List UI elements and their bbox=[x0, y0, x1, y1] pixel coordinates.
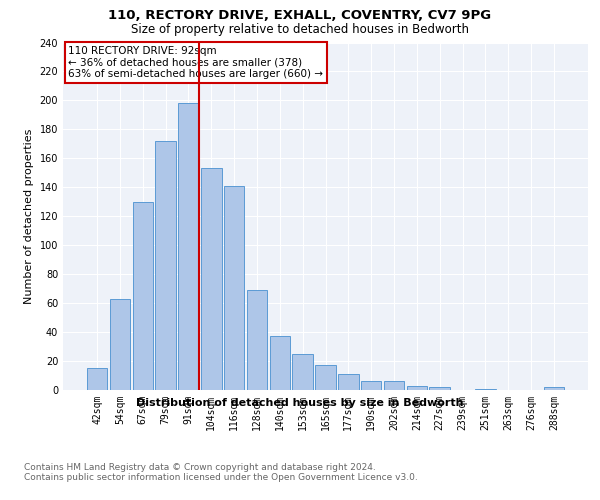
Bar bbox=[201, 168, 221, 390]
Bar bbox=[155, 141, 176, 390]
Bar bbox=[475, 388, 496, 390]
Bar bbox=[224, 186, 244, 390]
Bar bbox=[315, 366, 336, 390]
Bar bbox=[247, 290, 267, 390]
Text: Contains HM Land Registry data © Crown copyright and database right 2024.
Contai: Contains HM Land Registry data © Crown c… bbox=[24, 462, 418, 482]
Bar bbox=[361, 382, 382, 390]
Text: 110 RECTORY DRIVE: 92sqm
← 36% of detached houses are smaller (378)
63% of semi-: 110 RECTORY DRIVE: 92sqm ← 36% of detach… bbox=[68, 46, 323, 79]
Bar bbox=[87, 368, 107, 390]
Bar bbox=[292, 354, 313, 390]
Bar bbox=[178, 104, 199, 390]
Text: Distribution of detached houses by size in Bedworth: Distribution of detached houses by size … bbox=[136, 398, 464, 407]
Bar bbox=[338, 374, 359, 390]
Bar bbox=[133, 202, 153, 390]
Bar bbox=[407, 386, 427, 390]
Bar bbox=[430, 387, 450, 390]
Bar bbox=[544, 387, 564, 390]
Bar bbox=[384, 382, 404, 390]
Text: Size of property relative to detached houses in Bedworth: Size of property relative to detached ho… bbox=[131, 22, 469, 36]
Bar bbox=[110, 299, 130, 390]
Y-axis label: Number of detached properties: Number of detached properties bbox=[24, 128, 34, 304]
Bar bbox=[269, 336, 290, 390]
Text: 110, RECTORY DRIVE, EXHALL, COVENTRY, CV7 9PG: 110, RECTORY DRIVE, EXHALL, COVENTRY, CV… bbox=[109, 9, 491, 22]
